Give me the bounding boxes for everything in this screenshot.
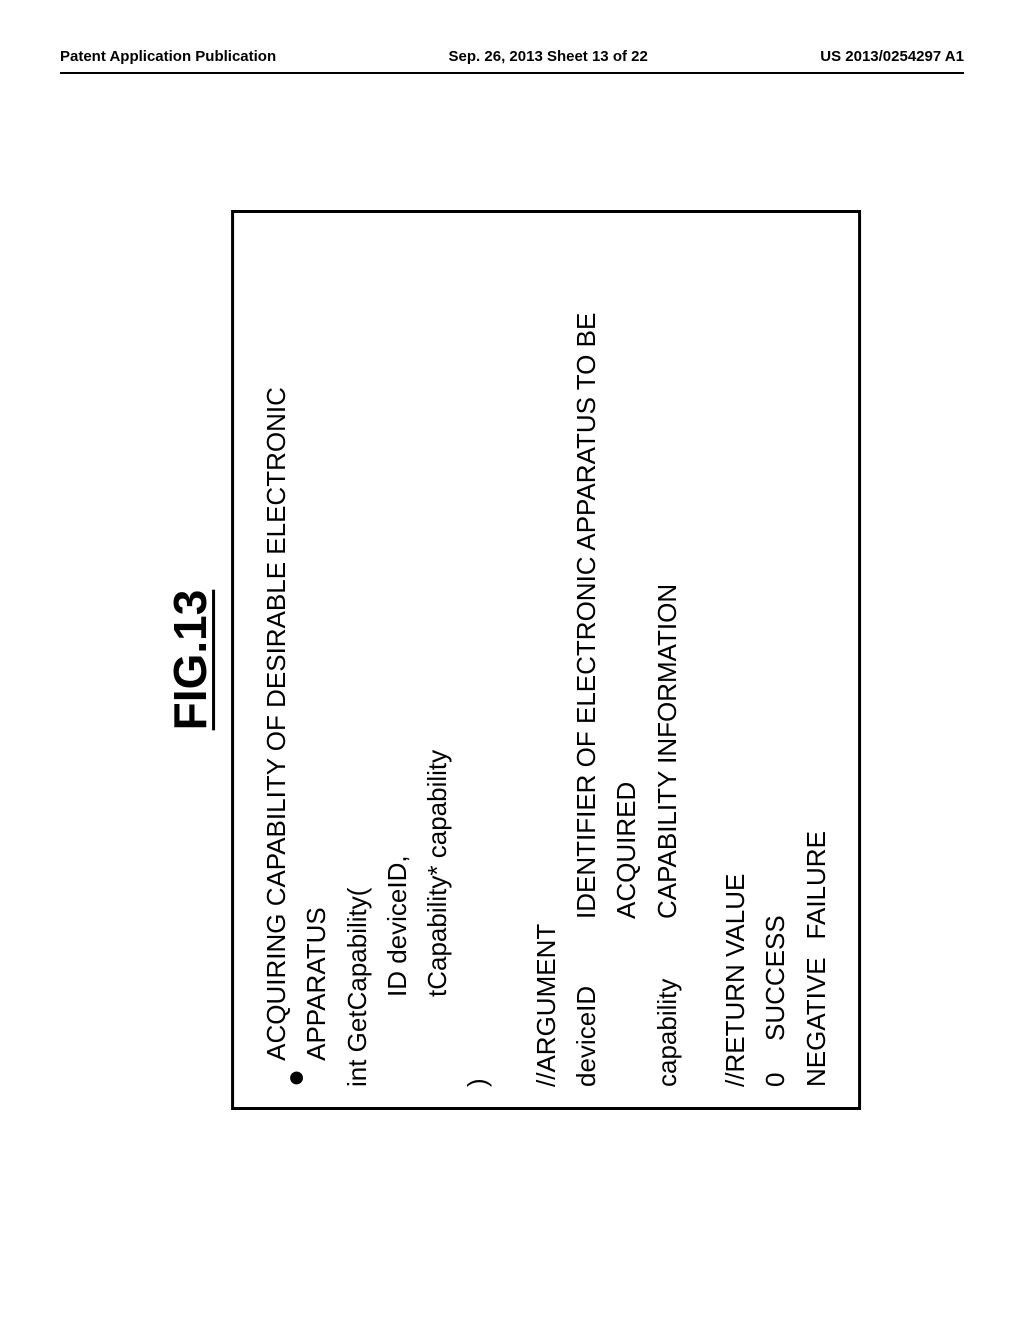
argument-block: //ARGUMENT deviceID IDENTIFIER OF ELECTR… <box>526 233 687 1087</box>
return-row: NEGATIVE FAILURE <box>796 233 836 1087</box>
header-center: Sep. 26, 2013 Sheet 13 of 22 <box>449 48 648 65</box>
header-rule <box>60 72 964 74</box>
header-right: US 2013/0254297 A1 <box>820 48 964 65</box>
figure-label: FIG.13 <box>163 210 217 1110</box>
signature-line-4: ) <box>458 233 498 1087</box>
argument-key: deviceID <box>566 937 647 1087</box>
figure-area: FIG.13 ● ACQUIRING CAPABILITY OF DESIRAB… <box>163 210 861 1110</box>
return-key: 0 <box>755 1059 795 1087</box>
figure-title-line: ● ACQUIRING CAPABILITY OF DESIRABLE ELEC… <box>256 233 337 1087</box>
code-box: ● ACQUIRING CAPABILITY OF DESIRABLE ELEC… <box>231 210 861 1110</box>
figure-title: ACQUIRING CAPABILITY OF DESIRABLE ELECTR… <box>256 233 337 1061</box>
return-key: NEGATIVE <box>796 957 836 1087</box>
signature-line-2: ID deviceID, <box>377 233 417 1087</box>
argument-key: capability <box>647 937 687 1087</box>
signature-line-1: int GetCapability( <box>337 233 377 1087</box>
return-heading: //RETURN VALUE <box>715 233 755 1087</box>
argument-heading: //ARGUMENT <box>526 233 566 1087</box>
return-desc: SUCCESS <box>755 915 795 1041</box>
return-block: //RETURN VALUE 0 SUCCESS NEGATIVE FAILUR… <box>715 233 836 1087</box>
signature-line-3: tCapability* capability <box>417 233 457 1087</box>
header-left: Patent Application Publication <box>60 48 276 65</box>
return-row: 0 SUCCESS <box>755 233 795 1087</box>
argument-desc: IDENTIFIER OF ELECTRONIC APPARATUS TO BE… <box>566 233 647 919</box>
page-header: Patent Application Publication Sep. 26, … <box>0 48 1024 65</box>
return-desc: FAILURE <box>796 831 836 939</box>
argument-desc: CAPABILITY INFORMATION <box>647 584 687 919</box>
argument-row: deviceID IDENTIFIER OF ELECTRONIC APPARA… <box>566 233 647 1087</box>
argument-row: capability CAPABILITY INFORMATION <box>647 233 687 1087</box>
bullet-icon: ● <box>281 1069 311 1087</box>
